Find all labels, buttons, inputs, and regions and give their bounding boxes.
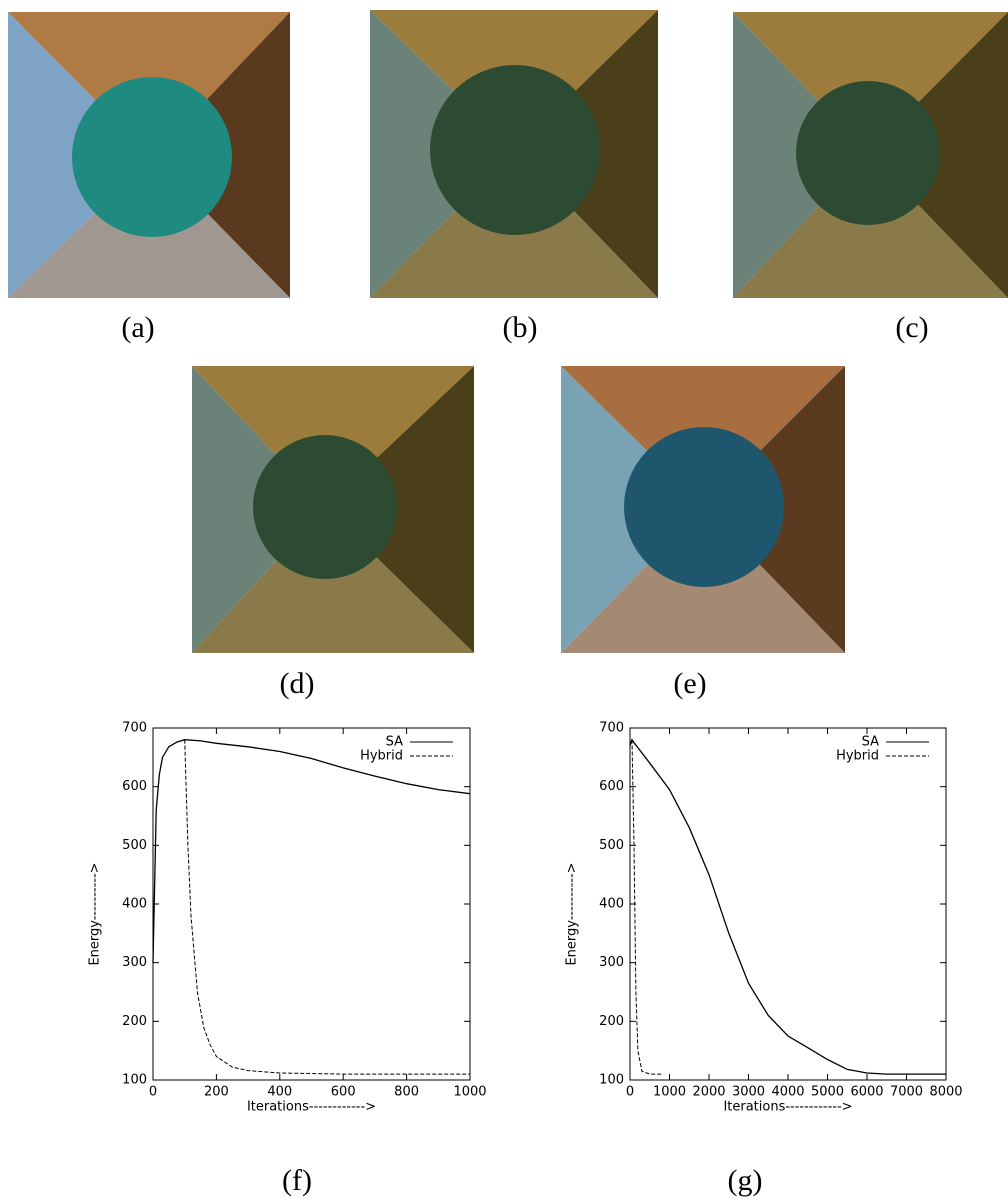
- x-tick-label: 1000: [453, 1085, 486, 1100]
- y-tick-label: 100: [122, 1073, 147, 1088]
- legend-label: SA: [386, 735, 403, 750]
- x-tick-label: 2000: [692, 1085, 725, 1100]
- caption: (d): [280, 667, 315, 700]
- legend-label: Hybrid: [360, 749, 403, 764]
- y-axis-label: Energy---------->: [565, 862, 580, 965]
- x-tick-label: 8000: [929, 1085, 962, 1100]
- x-tick-label: 1000: [653, 1085, 686, 1100]
- caption: (e): [673, 667, 706, 700]
- caption: (a): [121, 311, 154, 344]
- series-line: [152, 739, 471, 963]
- y-tick-label: 600: [122, 779, 147, 794]
- y-tick-label: 600: [599, 779, 624, 794]
- caption: (f): [282, 1164, 312, 1197]
- x-tick-label: 5000: [811, 1085, 844, 1100]
- series-line: [629, 739, 662, 1075]
- plot-frame: [152, 727, 471, 1081]
- image-panel: [733, 12, 1008, 298]
- x-tick-label: 0: [149, 1085, 157, 1100]
- y-axis-label: Energy---------->: [88, 862, 103, 965]
- legend-label: SA: [862, 735, 879, 750]
- y-tick-label: 700: [122, 721, 147, 736]
- region: [733, 153, 1008, 298]
- x-tick-label: 7000: [890, 1085, 923, 1100]
- y-tick-label: 200: [122, 1014, 147, 1029]
- x-tick-label: 3000: [732, 1085, 765, 1100]
- y-tick-label: 500: [122, 838, 147, 853]
- x-tick-label: 4000: [771, 1085, 804, 1100]
- x-tick-label: 600: [331, 1085, 356, 1100]
- caption: (g): [728, 1164, 763, 1197]
- y-tick-label: 300: [122, 955, 147, 970]
- region: [624, 427, 784, 587]
- x-axis-label: Iterations------------>: [723, 1100, 852, 1115]
- x-tick-label: 6000: [850, 1085, 883, 1100]
- y-tick-label: 300: [599, 955, 624, 970]
- y-tick-label: 200: [599, 1014, 624, 1029]
- region: [192, 507, 474, 653]
- caption: (b): [503, 311, 538, 344]
- caption: (c): [895, 311, 928, 344]
- x-tick-label: 800: [394, 1085, 419, 1100]
- image-panel: [370, 10, 658, 298]
- image-panel: [8, 12, 290, 298]
- x-axis-label: Iterations------------>: [247, 1100, 376, 1115]
- region: [430, 65, 600, 235]
- series-line: [629, 738, 946, 1075]
- y-tick-label: 100: [599, 1073, 624, 1088]
- legend-label: Hybrid: [836, 749, 879, 764]
- series-line: [184, 739, 470, 1075]
- x-tick-label: 0: [626, 1085, 634, 1100]
- plot-frame: [629, 727, 947, 1081]
- image-panel: [192, 366, 474, 653]
- region: [796, 81, 940, 225]
- y-tick-label: 500: [599, 838, 624, 853]
- region: [253, 435, 397, 579]
- y-tick-label: 700: [599, 721, 624, 736]
- x-tick-label: 200: [204, 1085, 229, 1100]
- x-tick-label: 400: [267, 1085, 292, 1100]
- y-tick-label: 400: [122, 897, 147, 912]
- image-panel: [561, 366, 845, 653]
- region: [72, 77, 232, 237]
- y-tick-label: 400: [599, 897, 624, 912]
- region: [325, 366, 474, 653]
